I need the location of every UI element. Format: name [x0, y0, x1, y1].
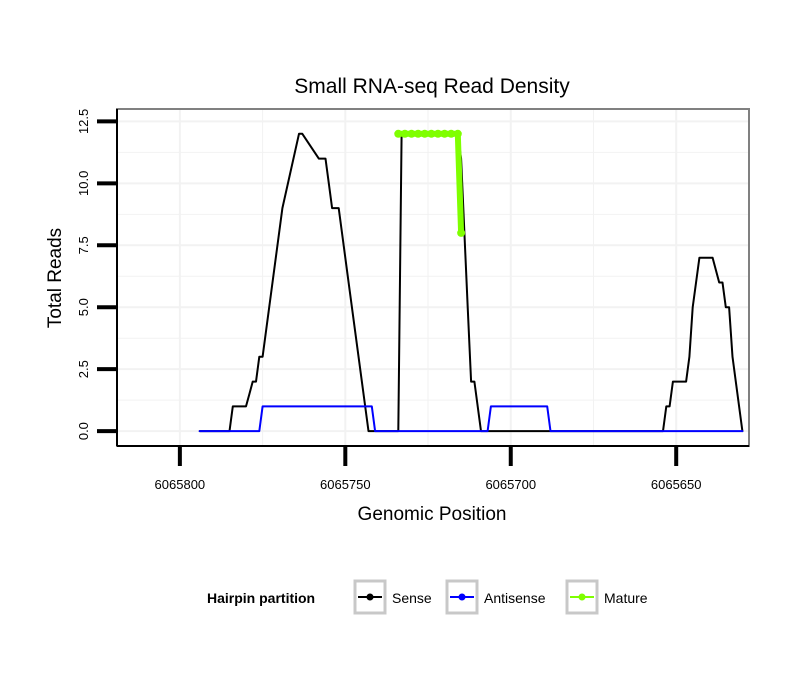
series-sense [198, 132, 744, 433]
plot-panel-border [116, 108, 750, 447]
legend-entry-mature: Mature [565, 579, 648, 615]
mature-point [447, 129, 456, 138]
y-axis-title: Total Reads [45, 228, 66, 328]
mature-point [420, 129, 429, 138]
legend-key-point [366, 593, 374, 601]
x-tick-label: 6065700 [485, 477, 536, 492]
mature-point [407, 129, 416, 138]
grid-minor [117, 109, 749, 446]
legend-key-point [578, 593, 586, 601]
series-antisense [198, 405, 744, 433]
legend-entry-sense: Sense [353, 579, 432, 615]
mature-point [427, 129, 436, 138]
legend-label: Mature [604, 590, 648, 606]
x-axis-ticks: 6065800 6065750 6065700 6065650 [155, 446, 702, 492]
mature-point [433, 129, 442, 138]
y-tick-label: 7.5 [76, 236, 91, 254]
mature-point [394, 129, 403, 138]
y-tick-label: 5.0 [76, 298, 91, 316]
y-tick-label: 10.0 [76, 171, 91, 196]
x-tick-label: 6065750 [320, 477, 371, 492]
y-tick-label: 0.0 [76, 422, 91, 440]
y-tick-label: 12.5 [76, 109, 91, 134]
mature-point [440, 129, 449, 138]
y-axis-ticks: 0.0 2.5 5.0 7.5 10.0 12.5 [76, 109, 117, 440]
mature-point [453, 129, 462, 138]
series-line-sense [198, 132, 744, 433]
series-line-antisense [198, 405, 744, 433]
mature-point [400, 129, 409, 138]
mature-point [414, 129, 423, 138]
mature-point [457, 228, 466, 237]
grid-major [117, 109, 749, 446]
series-layer [198, 129, 744, 433]
series-mature [394, 129, 466, 237]
y-tick-label: 2.5 [76, 360, 91, 378]
x-axis-title: Genomic Position [358, 504, 507, 525]
legend-label: Antisense [484, 590, 546, 606]
legend-key-point [458, 593, 466, 601]
legend-label: Sense [392, 590, 432, 606]
legend-entry-antisense: Antisense [445, 579, 546, 615]
chart-title: Small RNA-seq Read Density [294, 75, 570, 98]
x-tick-label: 6065650 [651, 477, 702, 492]
x-tick-label: 6065800 [155, 477, 206, 492]
legend-title: Hairpin partition [207, 590, 315, 606]
legend: Hairpin partition Sense Antisense Mature [207, 579, 648, 615]
